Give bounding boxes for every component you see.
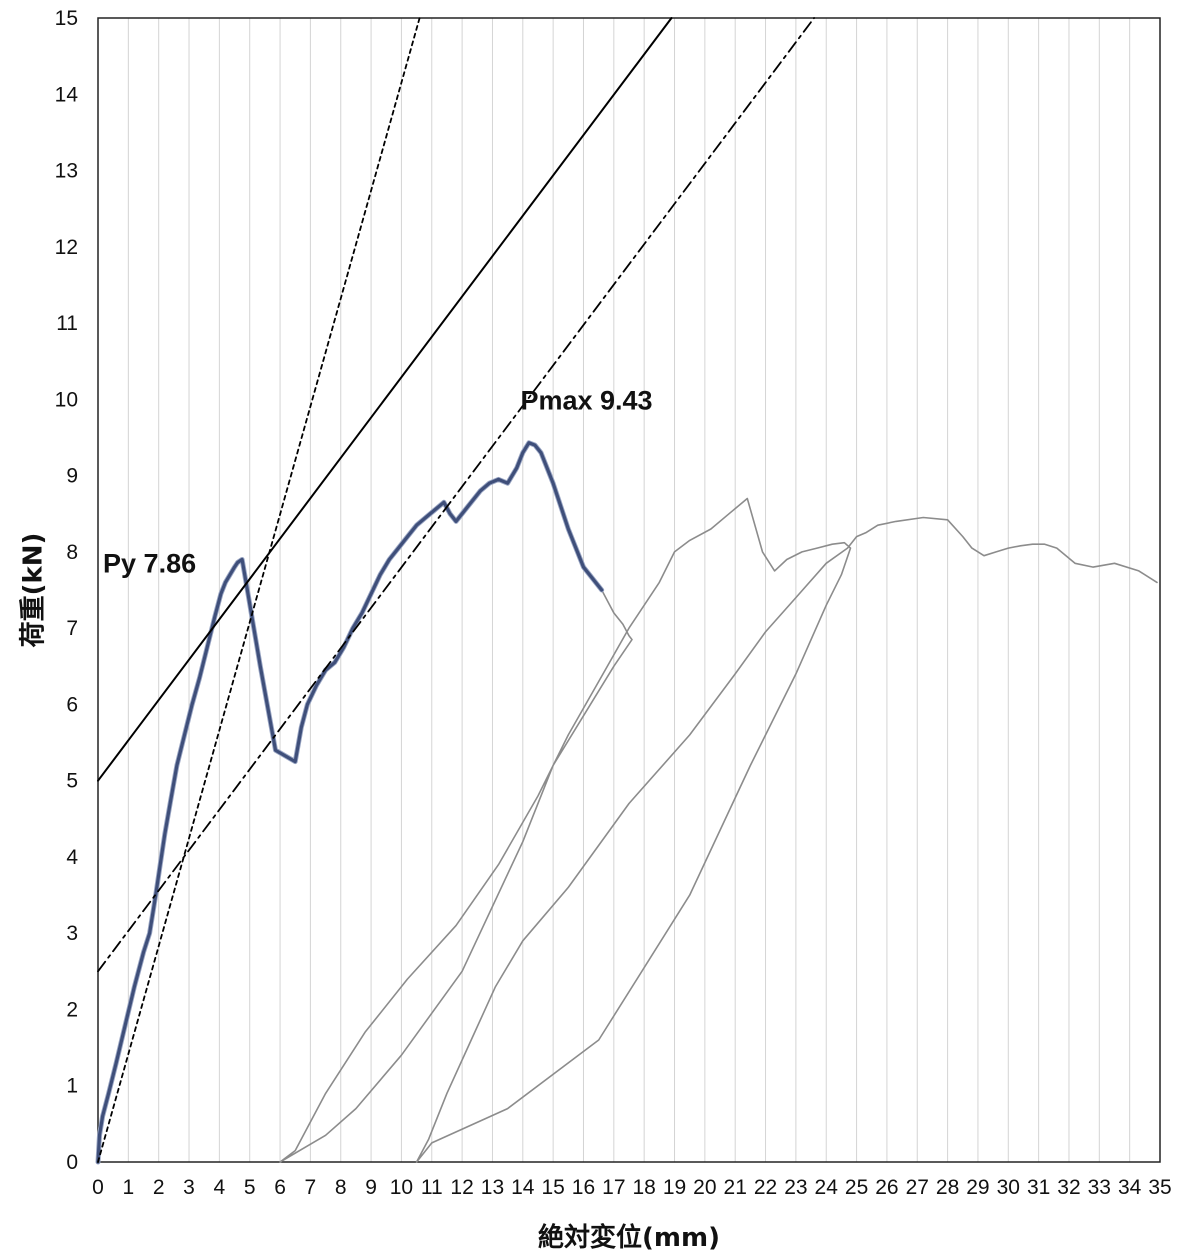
x-axis-ticks: 0 1 2 3 4 5 6 7 8 9 10 11 12 13 14 15 16 17 18 19 20 21 22 23 24…: [92, 1176, 1172, 1199]
x-tick-label: 23: [784, 1176, 807, 1199]
y-tick-label: 11: [56, 312, 78, 335]
x-tick-label: 34: [1118, 1176, 1142, 1199]
solid-reference-line: [97, 17, 673, 782]
series-group: [95, 17, 1158, 1165]
x-tick-label: 15: [541, 1176, 564, 1199]
x-tick-label: 29: [966, 1176, 989, 1199]
plot-area-frame: [97, 17, 1161, 1163]
y-tick-label: 9: [66, 465, 78, 488]
y-tick-label: 6: [66, 693, 78, 716]
x-tick-label: 35: [1148, 1176, 1171, 1199]
x-tick-label: 17: [602, 1176, 625, 1199]
x-tick-label: 26: [875, 1176, 898, 1199]
x-tick-label: 2: [153, 1176, 165, 1199]
y-tick-label: 0: [66, 1151, 78, 1174]
x-tick-label: 12: [450, 1176, 473, 1199]
x-tick-label: 1: [122, 1176, 134, 1199]
x-tick-label: 8: [335, 1176, 347, 1199]
grid: [127, 18, 1131, 1162]
x-tick-label: 19: [663, 1176, 686, 1199]
y-tick-label: 7: [66, 617, 78, 640]
y-tick-label: 5: [66, 770, 78, 793]
x-tick-label: 6: [274, 1176, 286, 1199]
y-tick-label: 8: [66, 541, 78, 564]
annotations: Py 7.86 Pmax 9.43: [103, 385, 653, 578]
x-tick-label: 0: [92, 1176, 104, 1199]
y-axis-title: 荷重(kN): [19, 533, 49, 648]
x-tick-label: 7: [305, 1176, 317, 1199]
x-axis-title: 絶対変位(mm): [538, 1222, 720, 1253]
annotation-label: Pmax 9.43: [520, 385, 652, 415]
annotation-label: Py 7.86: [103, 549, 196, 579]
x-tick-label: 30: [997, 1176, 1020, 1199]
y-tick-label: 15: [55, 7, 78, 30]
x-tick-label: 25: [845, 1176, 868, 1199]
x-tick-label: 28: [936, 1176, 959, 1199]
x-tick-label: 13: [481, 1176, 504, 1199]
x-tick-label: 21: [724, 1176, 747, 1199]
x-tick-label: 32: [1057, 1176, 1080, 1199]
x-tick-label: 22: [754, 1176, 777, 1199]
x-tick-label: 5: [244, 1176, 256, 1199]
x-tick-label: 18: [632, 1176, 655, 1199]
x-tick-label: 27: [906, 1176, 929, 1199]
x-tick-label: 10: [390, 1176, 413, 1199]
x-tick-label: 3: [183, 1176, 195, 1199]
x-tick-label: 11: [421, 1176, 443, 1199]
x-tick-label: 24: [815, 1176, 839, 1199]
envelope-curve: [96, 441, 604, 1164]
y-tick-label: 10: [55, 388, 78, 411]
x-tick-label: 33: [1088, 1176, 1111, 1199]
x-tick-label: 14: [511, 1176, 535, 1199]
y-tick-label: 1: [66, 1075, 78, 1098]
dash-dot-reference-line: [97, 17, 815, 973]
dotted-reference-line: [97, 17, 421, 1163]
y-tick-label: 12: [55, 236, 78, 259]
y-tick-label: 3: [66, 922, 78, 945]
x-tick-label: 4: [214, 1176, 226, 1199]
y-tick-label: 4: [66, 846, 78, 869]
y-tick-label: 2: [66, 998, 78, 1021]
x-tick-label: 31: [1027, 1176, 1050, 1199]
y-tick-label: 14: [55, 83, 79, 106]
y-tick-label: 13: [55, 160, 78, 183]
x-tick-label: 9: [365, 1176, 377, 1199]
x-tick-label: 20: [693, 1176, 716, 1199]
x-tick-label: 16: [572, 1176, 595, 1199]
